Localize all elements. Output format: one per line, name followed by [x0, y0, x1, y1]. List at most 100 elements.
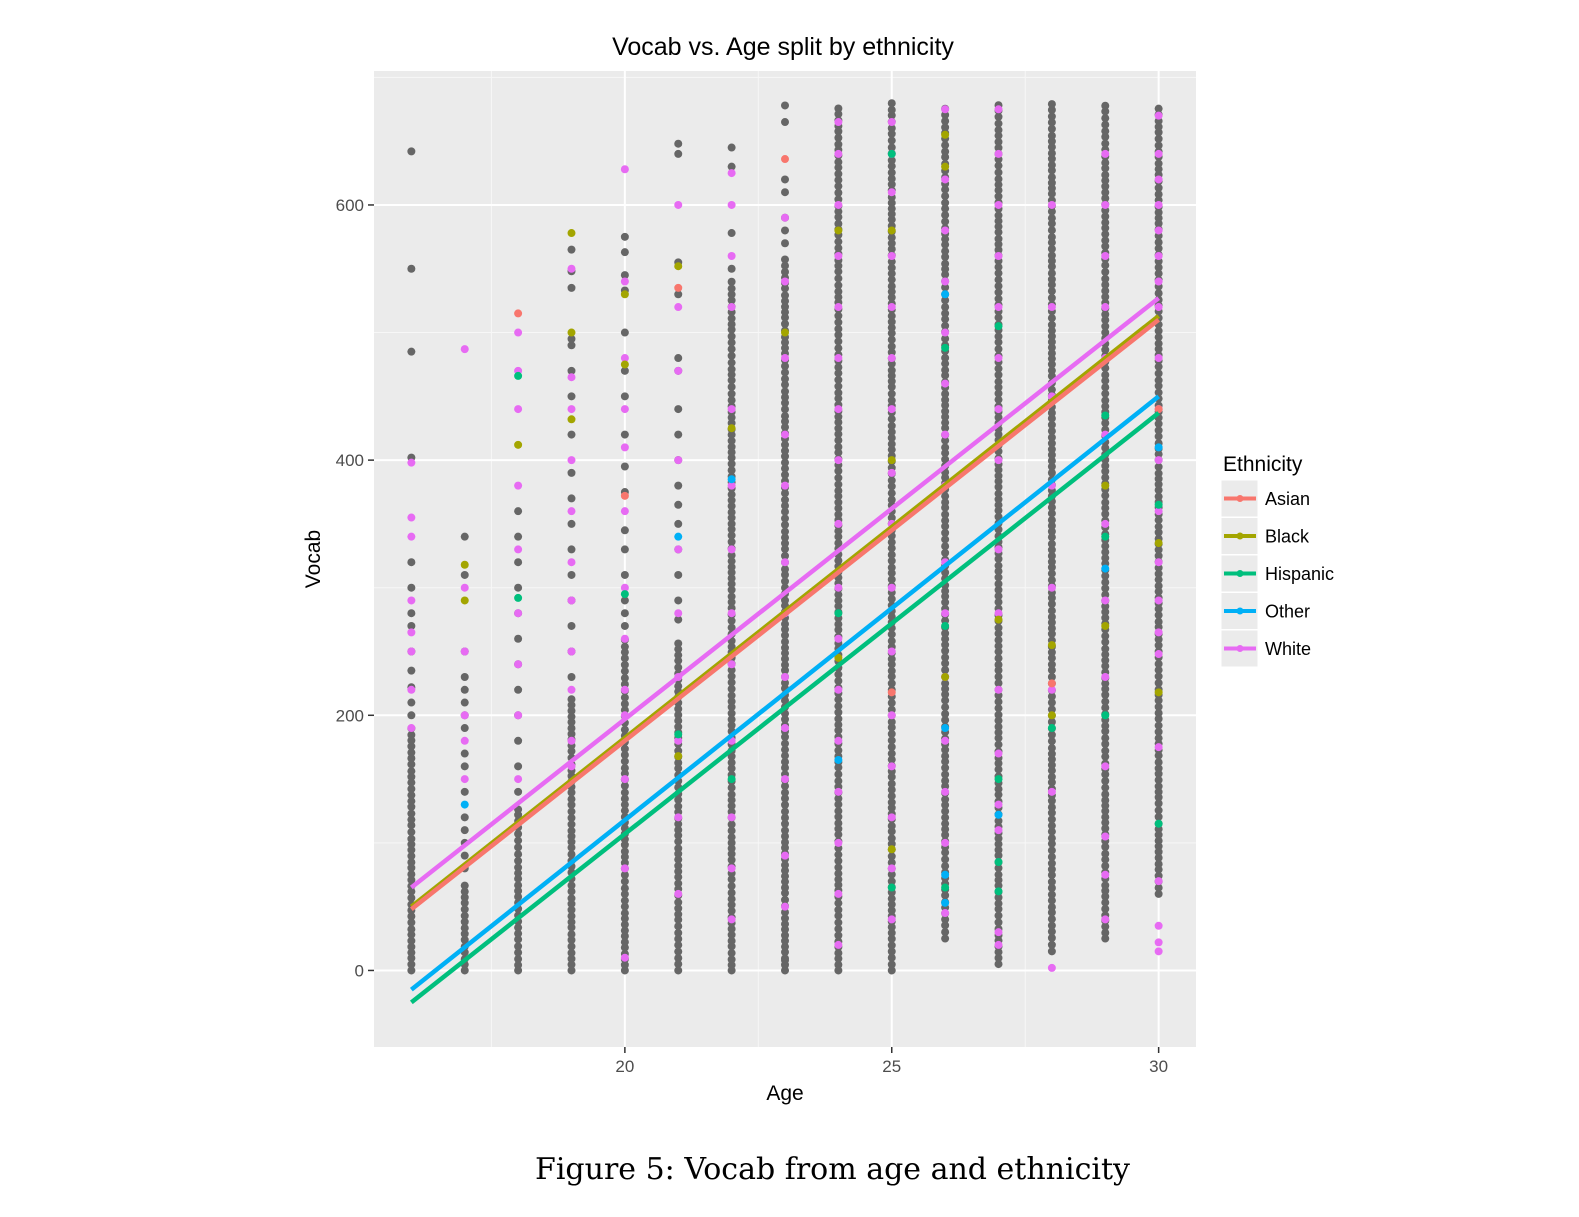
- y-tick-label: 400: [336, 451, 364, 470]
- data-point: [1047, 137, 1056, 146]
- data-point: [834, 498, 843, 507]
- data-point: [1101, 224, 1110, 233]
- data-point: [887, 168, 896, 177]
- data-point: [834, 596, 843, 605]
- data-point: [620, 654, 629, 663]
- data-point: [514, 892, 523, 901]
- data-point: [941, 296, 950, 305]
- data-point: [887, 544, 896, 553]
- data-point: [1154, 244, 1163, 253]
- data-point: [1047, 178, 1056, 187]
- data-point: [994, 338, 1003, 347]
- data-point: [994, 561, 1003, 570]
- data-point: [994, 749, 1003, 758]
- data-point: [887, 906, 896, 915]
- data-point: [781, 883, 789, 892]
- data-point: [887, 233, 896, 242]
- data-point: [1154, 339, 1163, 348]
- data-point: [674, 200, 683, 209]
- data-point: [620, 660, 629, 669]
- data-point: [620, 750, 629, 759]
- data-point: [781, 328, 789, 337]
- data-point: [727, 900, 736, 909]
- data-point: [674, 532, 683, 541]
- data-point: [834, 405, 843, 414]
- data-point: [1047, 940, 1056, 949]
- data-point: [994, 765, 1003, 774]
- data-point: [1047, 509, 1056, 518]
- data-point: [1154, 847, 1163, 856]
- data-point: [620, 870, 629, 879]
- data-point: [1047, 118, 1056, 127]
- data-point: [620, 609, 629, 618]
- data-point: [941, 736, 950, 745]
- data-point: [727, 563, 736, 572]
- data-point: [727, 709, 736, 718]
- data-point: [1047, 503, 1056, 512]
- data-point: [1154, 175, 1163, 184]
- data-point: [460, 673, 469, 682]
- data-point: [1047, 173, 1056, 182]
- data-point: [994, 471, 1003, 480]
- data-point: [887, 877, 896, 886]
- data-point: [994, 180, 1003, 189]
- data-point: [941, 807, 950, 816]
- data-point: [1101, 596, 1110, 605]
- data-point: [1047, 360, 1056, 369]
- data-point: [834, 324, 843, 333]
- data-point: [1101, 697, 1110, 706]
- data-point: [834, 281, 843, 290]
- data-point: [567, 245, 576, 254]
- data-point: [834, 169, 843, 178]
- data-point: [941, 516, 950, 525]
- data-point: [1047, 112, 1056, 121]
- data-point: [834, 695, 843, 704]
- data-point: [567, 570, 576, 579]
- data-point: [994, 489, 1003, 498]
- data-point: [834, 375, 843, 384]
- data-point: [887, 445, 896, 454]
- data-point: [1047, 214, 1056, 223]
- data-point: [781, 745, 789, 754]
- data-point: [834, 176, 843, 185]
- data-point: [834, 539, 843, 548]
- data-point: [994, 573, 1003, 582]
- data-point: [887, 688, 896, 697]
- data-point: [941, 891, 950, 900]
- data-point: [1154, 539, 1163, 548]
- data-point: [1154, 596, 1163, 605]
- data-point: [1047, 433, 1056, 442]
- data-point: [674, 405, 683, 414]
- data-point: [781, 464, 789, 473]
- data-point: [674, 910, 683, 919]
- data-point: [1101, 230, 1110, 239]
- data-point: [514, 948, 523, 957]
- data-point: [781, 387, 789, 396]
- data-point: [834, 770, 843, 779]
- data-point: [514, 609, 523, 618]
- data-point: [941, 598, 950, 607]
- data-point: [834, 140, 843, 149]
- data-point: [994, 495, 1003, 504]
- data-point: [887, 239, 896, 248]
- data-point: [781, 843, 789, 852]
- data-point: [1154, 516, 1163, 525]
- data-point: [781, 405, 789, 414]
- data-point: [941, 424, 950, 433]
- data-point: [941, 123, 950, 132]
- data-point: [1047, 552, 1056, 561]
- data-point: [994, 161, 1003, 170]
- data-point: [887, 251, 896, 260]
- data-point: [994, 332, 1003, 341]
- data-point: [834, 931, 843, 940]
- data-point: [834, 369, 843, 378]
- data-point: [567, 283, 576, 292]
- data-point: [994, 149, 1003, 158]
- data-point: [887, 583, 896, 592]
- data-point: [674, 354, 683, 363]
- data-point: [994, 636, 1003, 645]
- data-point: [994, 192, 1003, 201]
- data-point: [994, 175, 1003, 184]
- data-point: [1047, 256, 1056, 265]
- data-point: [514, 863, 523, 872]
